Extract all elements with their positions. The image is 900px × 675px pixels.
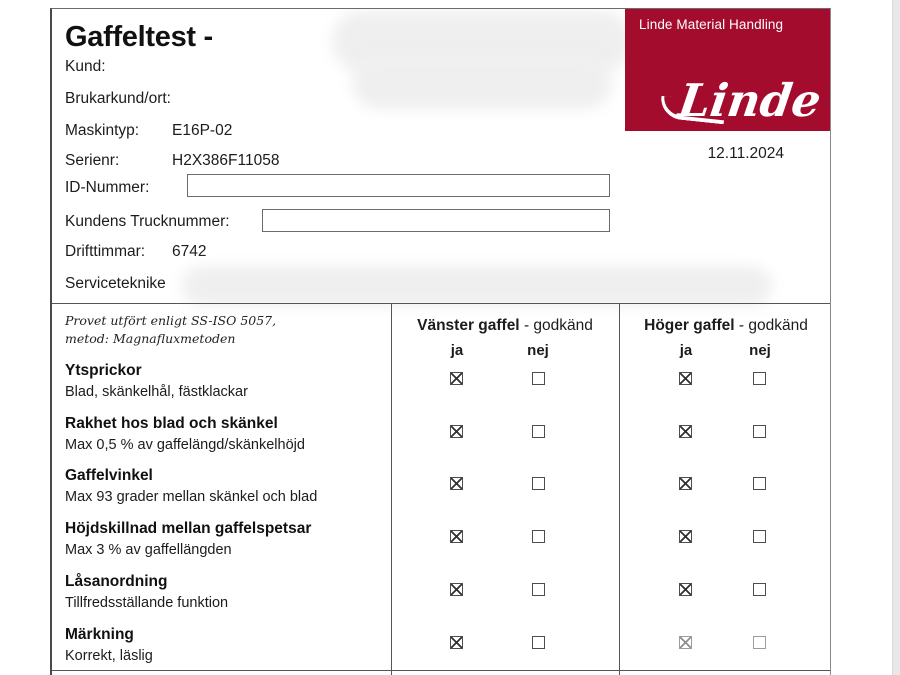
form-page: Gaffeltest - Kund: Brukarkund/ort: Maski… [50,8,831,675]
row-title: Gaffelvinkel [65,467,153,484]
screen-edge-strip [892,0,900,675]
checkbox-vanster-nej[interactable] [532,583,545,596]
checkbox-vanster-nej[interactable] [532,530,545,543]
serienr-value: H2X386F11058 [172,152,280,169]
id-nummer-input[interactable] [187,174,610,197]
row-title: Ytsprickor [65,362,142,379]
checkbox-vanster-nej[interactable] [532,477,545,490]
row-subtitle: Tillfredsställande funktion [65,595,229,611]
checkbox-vanster-nej[interactable] [532,372,545,385]
checkbox-vanster-ja[interactable] [450,636,463,649]
checkbox-hoger-ja[interactable] [679,425,692,438]
row-title: Höjdskillnad mellan gaffelspetsar [65,520,312,537]
checkbox-hoger-nej[interactable] [753,583,766,596]
id-nummer-label: ID-Nummer: [65,179,150,196]
brukarkund-label: Brukarkund/ort: [65,90,171,107]
linde-logo-script: Linde [675,74,825,127]
test-method-note: Provet utfört enligt SS-ISO 5057, metod:… [65,312,276,348]
checkbox-hoger-nej[interactable] [753,477,766,490]
vanster-godkand-label: - godkänd [523,317,593,334]
checkbox-hoger-nej[interactable] [753,372,766,385]
row-subtitle: Korrekt, läslig [65,648,153,664]
vanster-column-header: Vänster gaffel - godkänd [391,317,619,335]
table-bottom-border [52,670,830,671]
row-title: Låsanordning [65,573,168,590]
redaction-blur-servicetekniker [182,266,772,306]
test-table: Provet utfört enligt SS-ISO 5057, metod:… [52,303,830,675]
checkbox-vanster-ja[interactable] [450,583,463,596]
checkbox-hoger-nej[interactable] [753,636,766,649]
checkbox-hoger-nej[interactable] [753,425,766,438]
drifttimmar-label: Drifttimmar: [65,243,146,260]
hoger-godkand-label: - godkänd [738,317,808,334]
row-title: Rakhet hos blad och skänkel [65,415,278,432]
trucknummer-label: Kundens Trucknummer: [65,213,230,230]
checkbox-hoger-nej[interactable] [753,530,766,543]
serienr-label: Serienr: [65,152,120,169]
table-divider-left [391,304,392,675]
checkbox-hoger-ja[interactable] [679,477,692,490]
maskintyp-label: Maskintyp: [65,122,140,139]
page-title: Gaffeltest - [65,21,213,53]
row-subtitle: Blad, skänkelhål, fästklackar [65,384,248,400]
date: 12.11.2024 [707,145,784,162]
maskintyp-value: E16P-02 [172,122,233,139]
checkbox-vanster-ja[interactable] [450,530,463,543]
row-title: Märkning [65,626,134,643]
vanster-nej-header: nej [527,342,549,359]
checkbox-vanster-ja[interactable] [450,425,463,438]
checkbox-vanster-ja[interactable] [450,477,463,490]
test-method-note-line2: metod: Magnafluxmetoden [65,331,236,347]
vanster-ja-header: ja [450,342,464,359]
hoger-ja-header: ja [679,342,693,359]
redaction-blur-kund [352,54,612,109]
row-subtitle: Max 93 grader mellan skänkel och blad [65,489,318,505]
checkbox-hoger-ja[interactable] [679,372,692,385]
hoger-nej-header: nej [749,342,771,359]
linde-logo-block: Linde Material Handling Linde [625,9,830,131]
kund-label: Kund: [65,58,106,75]
vanster-gaffel-label: Vänster gaffel [417,317,520,334]
checkbox-hoger-ja[interactable] [679,530,692,543]
row-subtitle: Max 0,5 % av gaffelängd/skänkelhöjd [65,437,305,453]
test-method-note-line1: Provet utfört enligt SS-ISO 5057, [65,313,277,328]
linde-company-name: Linde Material Handling [639,17,784,32]
row-subtitle: Max 3 % av gaffellängden [65,542,232,558]
checkbox-vanster-nej[interactable] [532,636,545,649]
trucknummer-input[interactable] [262,209,610,232]
hoger-column-header: Höger gaffel - godkänd [619,317,830,335]
table-divider-middle [619,304,620,675]
checkbox-vanster-ja[interactable] [450,372,463,385]
servicetekniker-label: Serviceteknike [65,275,166,292]
checkbox-vanster-nej[interactable] [532,425,545,438]
checkbox-hoger-ja[interactable] [679,636,692,649]
drifttimmar-value: 6742 [172,243,207,260]
checkbox-hoger-ja[interactable] [679,583,692,596]
hoger-gaffel-label: Höger gaffel [644,317,735,334]
